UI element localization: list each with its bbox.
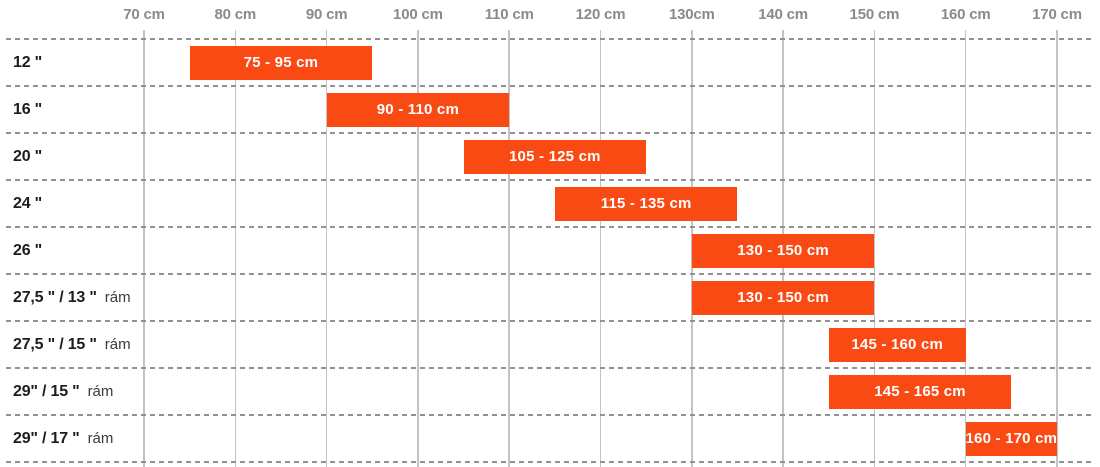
gridline-vertical: [599, 30, 602, 467]
size-bar: 160 - 170 cm: [965, 421, 1058, 456]
row-label-size: 20 ": [13, 147, 43, 165]
row-label-frame: rám: [104, 336, 131, 353]
row-separator-dashed: [6, 320, 1094, 322]
row-label-size: 16 ": [13, 100, 43, 118]
row-separator-dashed: [6, 461, 1094, 463]
x-axis-tick-label: 130cm: [668, 6, 715, 23]
row-label: 27,5 " / 15 " rám: [13, 321, 131, 368]
row-label: 29" / 17 " rám: [13, 415, 113, 462]
x-axis-tick-label: 80 cm: [214, 6, 257, 23]
gridline-vertical: [873, 30, 876, 467]
row-label-size: 27,5 " / 15 ": [13, 335, 97, 353]
x-axis-tick-label: 170 cm: [1032, 6, 1082, 23]
gridline-vertical: [325, 30, 328, 467]
x-axis-tick-label: 140 cm: [758, 6, 808, 23]
x-axis-tick-label: 120 cm: [575, 6, 626, 23]
bar-range-label: 105 - 125 cm: [509, 148, 601, 165]
row-separator-dashed: [6, 132, 1094, 134]
size-bar: 115 - 135 cm: [554, 186, 738, 221]
row-label-size: 27,5 " / 13 ": [13, 288, 97, 306]
bar-range-label: 75 - 95 cm: [243, 54, 319, 71]
bar-range-label: 145 - 160 cm: [851, 336, 944, 353]
bar-range-label: 130 - 150 cm: [737, 289, 829, 306]
x-axis-tick-label: 100 cm: [393, 6, 443, 23]
row-label-size: 24 ": [13, 194, 43, 212]
bar-range-label: 160 - 170 cm: [965, 430, 1058, 447]
size-bar: 105 - 125 cm: [463, 139, 647, 174]
x-axis-tick-label: 160 cm: [940, 6, 991, 23]
row-label: 16 ": [13, 86, 42, 133]
gridline-vertical: [143, 30, 145, 467]
size-bar: 130 - 150 cm: [691, 280, 875, 315]
x-axis-tick-label: 110 cm: [484, 6, 534, 23]
x-axis-tick-label: 150 cm: [849, 6, 900, 23]
bar-range-label: 145 - 165 cm: [874, 383, 966, 400]
x-axis-tick-label: 90 cm: [305, 6, 348, 23]
row-label: 12 ": [13, 39, 42, 86]
gridline-vertical: [1056, 30, 1058, 467]
size-bar: 130 - 150 cm: [691, 233, 875, 268]
row-label: 27,5 " / 13 " rám: [13, 274, 131, 321]
row-label-frame: rám: [104, 289, 131, 306]
row-label-size: 26 ": [13, 241, 43, 259]
row-separator-dashed: [6, 179, 1094, 181]
row-label: 20 ": [13, 133, 42, 180]
row-label: 29" / 15 " rám: [13, 368, 113, 415]
row-label-size: 29" / 15 ": [13, 382, 80, 400]
row-separator-dashed: [6, 85, 1094, 87]
row-separator-dashed: [6, 367, 1094, 369]
row-label-frame: rám: [87, 430, 114, 447]
gridline-vertical: [508, 30, 510, 467]
row-label: 24 ": [13, 180, 42, 227]
gridline-vertical: [234, 30, 237, 467]
row-separator-dashed: [6, 38, 1094, 40]
x-axis-tick-label: 70 cm: [123, 6, 165, 23]
row-label-frame: rám: [87, 383, 114, 400]
size-bar: 75 - 95 cm: [189, 45, 373, 80]
size-bar: 90 - 110 cm: [326, 92, 510, 127]
gridline-vertical: [417, 30, 419, 467]
row-label: 26 ": [13, 227, 42, 274]
row-separator-dashed: [6, 273, 1094, 275]
bar-range-label: 90 - 110 cm: [376, 101, 460, 118]
row-separator-dashed: [6, 414, 1094, 416]
bar-range-label: 115 - 135 cm: [600, 195, 692, 212]
row-label-size: 12 ": [13, 53, 43, 71]
size-bar: 145 - 165 cm: [828, 374, 1012, 409]
gridline-vertical: [964, 30, 967, 467]
row-label-size: 29" / 17 ": [13, 429, 80, 447]
size-bar: 145 - 160 cm: [828, 327, 966, 362]
bar-range-label: 130 - 150 cm: [737, 242, 829, 259]
row-separator-dashed: [6, 226, 1094, 228]
